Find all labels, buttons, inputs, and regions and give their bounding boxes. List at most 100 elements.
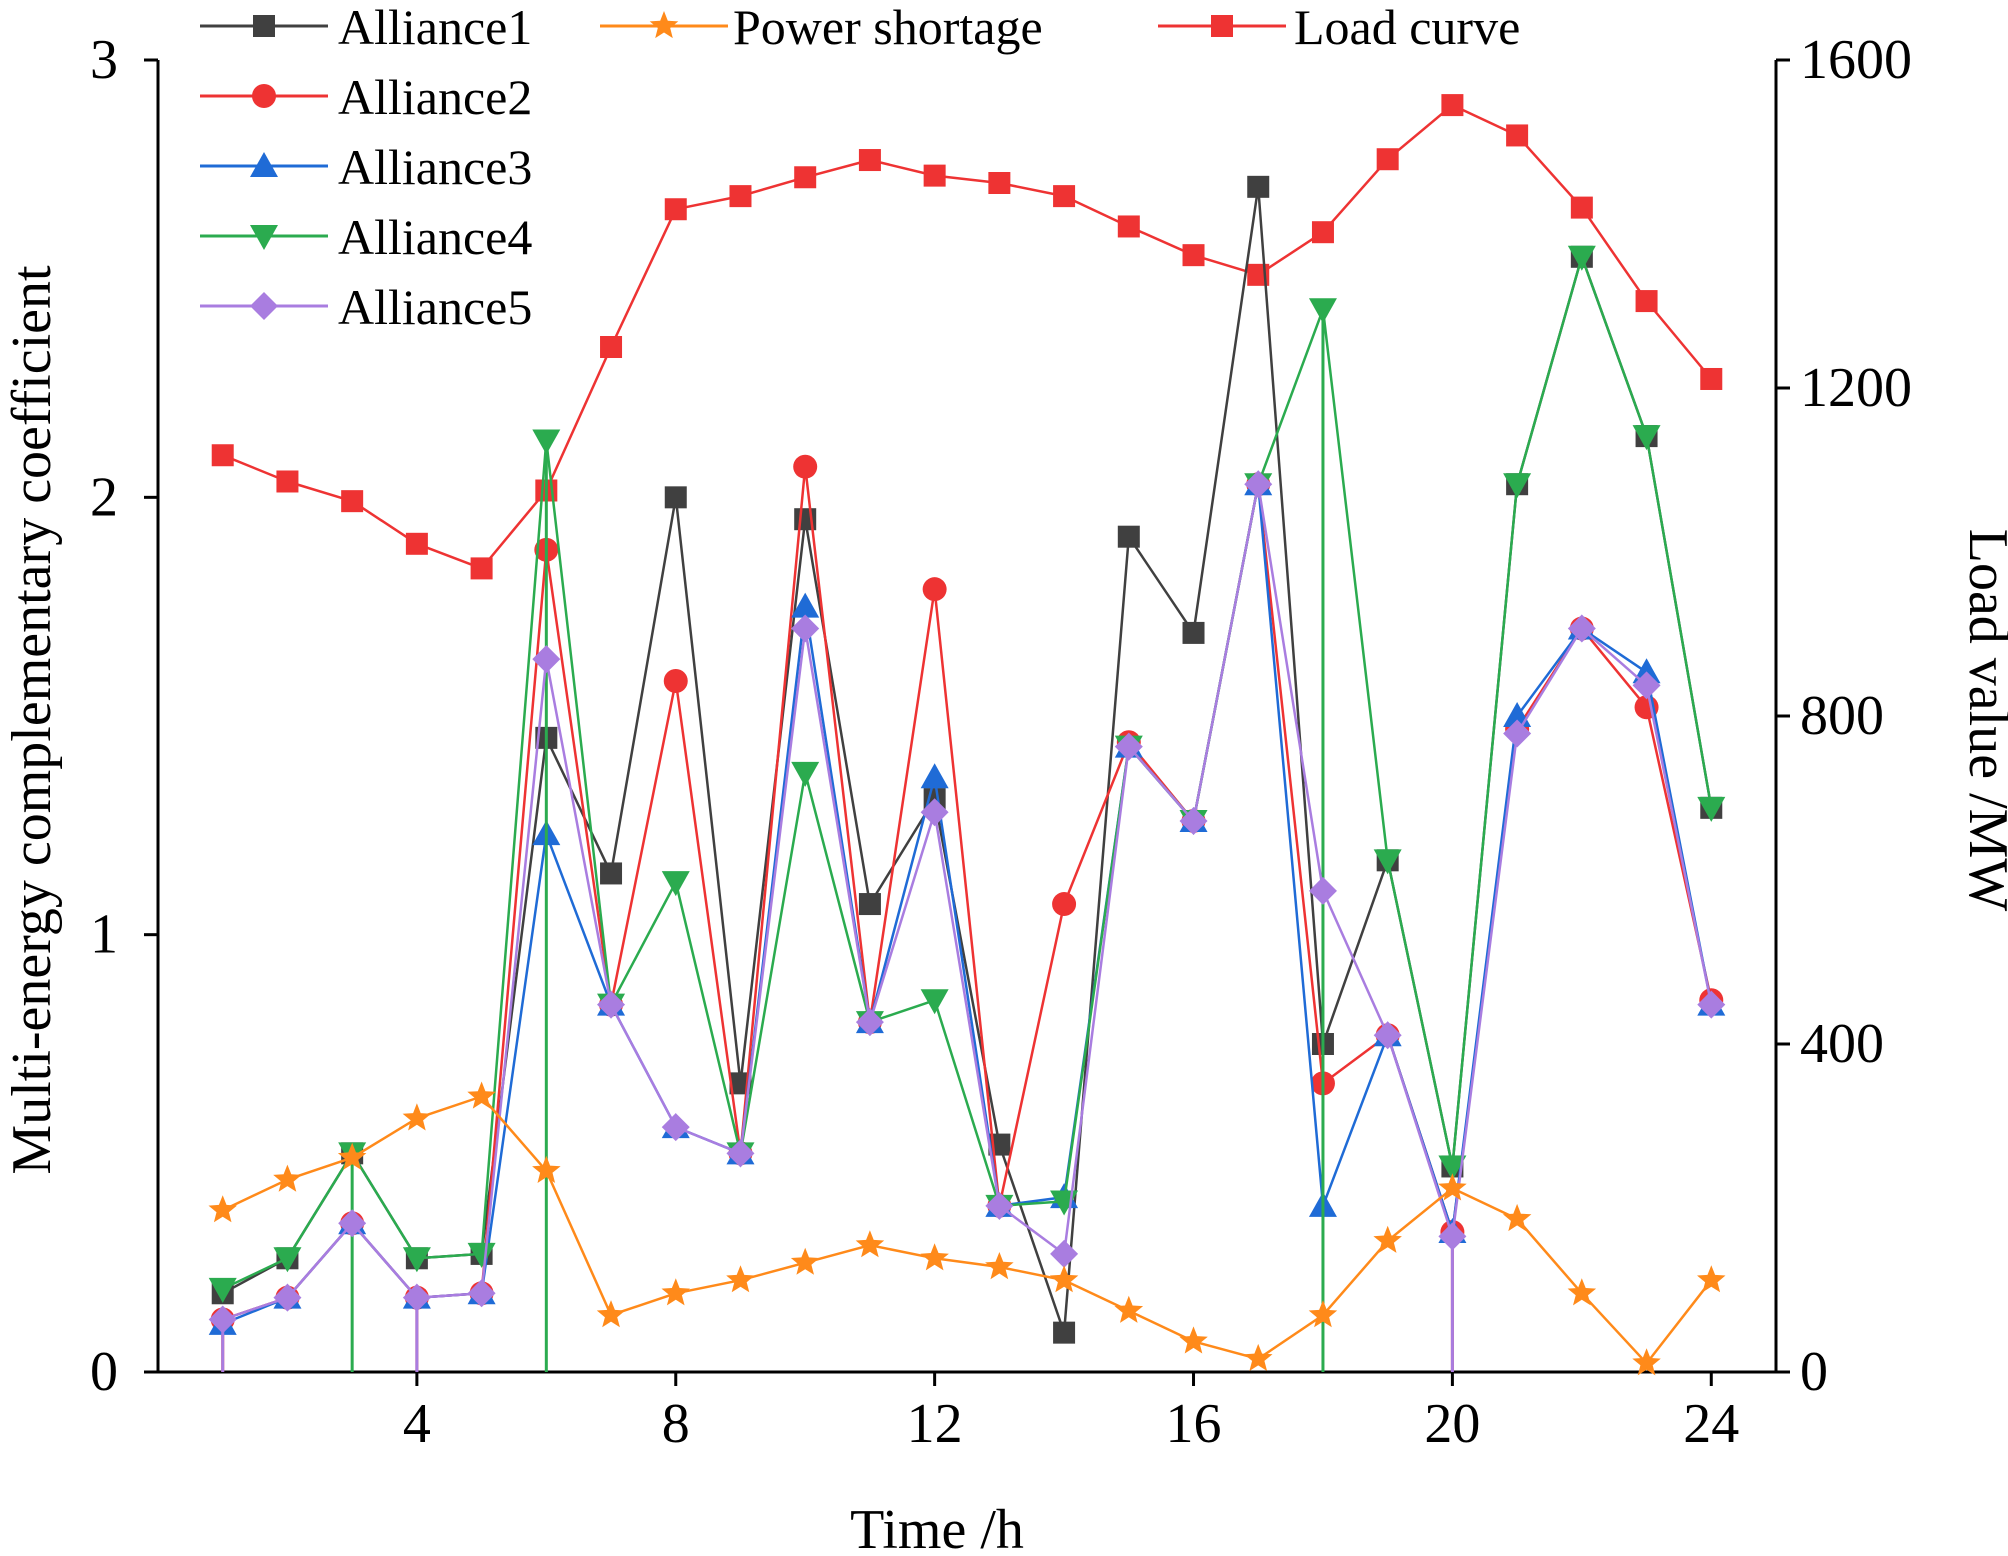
- data-point: [726, 1139, 755, 1168]
- legend-item-alliance5: Alliance5: [200, 279, 532, 335]
- data-point: [273, 1164, 302, 1192]
- data-point: [729, 185, 752, 208]
- data-point: [1308, 1300, 1338, 1328]
- y-left-tick-label: 0: [90, 1341, 118, 1403]
- data-point: [985, 1191, 1014, 1220]
- left-y-axis-title: Multi-energy complementary coefficient: [1, 265, 63, 1175]
- data-point: [988, 172, 1011, 194]
- legend-item-alliance1: Alliance1: [200, 0, 532, 55]
- data-point: [470, 557, 493, 580]
- data-point: [1376, 148, 1399, 171]
- y-left-tick-label: 1: [90, 904, 118, 966]
- legend-label: Power shortage: [733, 0, 1043, 55]
- legend-marker-triangle-up: [250, 152, 278, 177]
- x-tick-label: 24: [1683, 1393, 1739, 1455]
- series-line: [222, 185, 1713, 1334]
- series-alliance2: [210, 454, 1724, 1372]
- data-point: [1244, 1343, 1273, 1371]
- data-point: [1438, 1173, 1467, 1201]
- data-point: [664, 198, 687, 221]
- data-point: [920, 1243, 949, 1271]
- data-point: [208, 1277, 237, 1303]
- data-point: [1697, 1265, 1726, 1293]
- data-point: [1635, 290, 1658, 313]
- legend-label: Alliance5: [338, 279, 532, 335]
- legend-label: Alliance3: [338, 139, 532, 195]
- series-load-curve: [211, 94, 1723, 580]
- data-point: [1697, 796, 1726, 822]
- y-left-tick-label: 2: [90, 466, 118, 528]
- x-tick-label: 4: [403, 1393, 431, 1455]
- series-line: [222, 255, 1713, 1291]
- series-line: [222, 465, 1713, 1321]
- legend-marker-diamond: [250, 292, 278, 320]
- data-point: [1632, 671, 1661, 700]
- data-point: [920, 798, 949, 827]
- data-point: [597, 990, 626, 1019]
- data-point: [1308, 876, 1337, 905]
- data-point: [532, 1155, 561, 1183]
- y-right-tick-label: 1600: [1800, 29, 1912, 91]
- data-point: [858, 149, 881, 172]
- data-point: [532, 645, 561, 674]
- data-point: [467, 1081, 496, 1109]
- data-point: [1632, 425, 1661, 451]
- legend: Alliance1 Power shortage Load curve Alli…: [200, 0, 1520, 335]
- data-point: [661, 871, 690, 897]
- data-point: [661, 1278, 690, 1306]
- data-point: [790, 1247, 820, 1275]
- legend-item-alliance2: Alliance2: [200, 69, 532, 125]
- data-point: [855, 1008, 884, 1037]
- data-point: [402, 1103, 432, 1131]
- legend-marker-triangle-down: [250, 225, 278, 250]
- data-point: [791, 761, 820, 787]
- data-point: [1567, 614, 1596, 643]
- data-point: [791, 592, 820, 618]
- data-point: [1632, 1348, 1661, 1376]
- legend-item-alliance4: Alliance4: [200, 209, 532, 265]
- data-point: [1179, 806, 1208, 835]
- data-point: [922, 577, 947, 602]
- legend-marker: [649, 11, 679, 39]
- data-point: [793, 454, 818, 479]
- plot-area: [208, 94, 1726, 1376]
- data-point: [1182, 244, 1205, 267]
- data-point: [1117, 525, 1140, 548]
- data-point: [1182, 621, 1205, 644]
- series-alliance5: [208, 470, 1726, 1372]
- data-point: [1697, 990, 1726, 1019]
- legend-marker-star: [649, 11, 679, 39]
- legend-marker-square: [1211, 15, 1233, 37]
- data-point: [338, 1209, 367, 1238]
- series-power-shortage: [208, 1081, 1726, 1376]
- data-point: [1373, 1225, 1402, 1253]
- data-point: [467, 1242, 496, 1268]
- data-point: [663, 669, 688, 694]
- data-point: [1373, 1021, 1402, 1050]
- series-line: [222, 1095, 1713, 1365]
- data-point: [661, 1113, 690, 1142]
- data-point: [1053, 185, 1076, 208]
- data-point: [1049, 1265, 1079, 1293]
- legend-marker: [250, 225, 278, 250]
- data-point: [1441, 94, 1464, 117]
- legend-label: Alliance2: [338, 69, 532, 125]
- data-point: [1438, 1222, 1467, 1251]
- legend-marker: [1211, 15, 1233, 37]
- y-left-tick-label: 3: [90, 29, 118, 91]
- x-tick-label: 8: [662, 1393, 690, 1455]
- data-point: [920, 763, 949, 789]
- data-point: [1373, 849, 1402, 875]
- legend-label: Alliance1: [338, 0, 532, 55]
- legend-item-power-shortage: Power shortage: [600, 0, 1043, 55]
- data-point: [1179, 1326, 1208, 1354]
- data-point: [1247, 175, 1270, 198]
- legend-marker-square: [253, 15, 275, 37]
- data-point: [402, 1247, 431, 1273]
- data-point: [794, 166, 817, 189]
- data-point: [1053, 1321, 1076, 1344]
- legend-marker: [250, 152, 278, 177]
- legend-marker: [250, 292, 278, 320]
- y-right-tick-label: 0: [1800, 1341, 1828, 1403]
- legend-item-alliance3: Alliance3: [200, 139, 532, 195]
